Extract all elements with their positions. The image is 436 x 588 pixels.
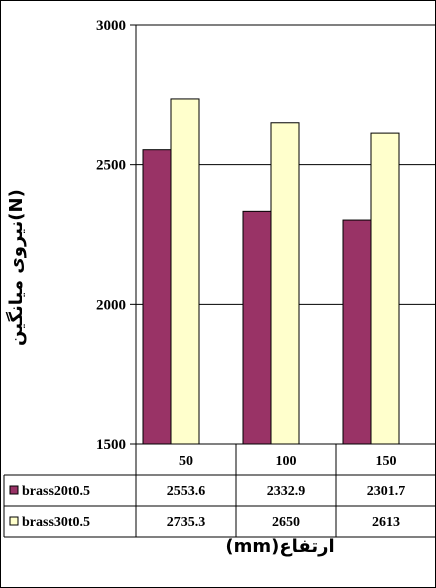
data-label: 2735.3 <box>167 515 206 530</box>
bar-brass20t0.5-50 <box>142 149 172 445</box>
category-label: 50 <box>179 454 193 469</box>
y-tick-label: 2000 <box>96 297 126 313</box>
data-label: 2301.7 <box>367 484 406 499</box>
bar-brass20t0.5-100 <box>242 210 272 445</box>
bar-brass30t0.5-100 <box>270 122 300 445</box>
y-tick-label: 2500 <box>96 158 126 174</box>
category-label: 150 <box>376 454 397 469</box>
legend-label-brass20t0.5: brass20t0.5 <box>22 484 90 499</box>
data-table: 50 100 150 brass20t0.5 2553.6 2332.9 2301.7 bra… <box>3 443 436 538</box>
bar-brass30t0.5-50 <box>170 98 200 445</box>
y-tick-label: 1500 <box>96 437 126 453</box>
data-label: 2650 <box>272 515 300 530</box>
axes: 3000 2500 2000 1500 <box>96 18 137 453</box>
data-label: 2553.6 <box>167 484 206 499</box>
legend-swatch-brass30t0.5 <box>9 516 19 526</box>
data-label: 2613 <box>372 515 400 530</box>
bars <box>142 98 400 445</box>
data-label: 2332.9 <box>267 484 306 499</box>
bar-brass20t0.5-150 <box>342 219 372 445</box>
y-axis-label: نیروی میانگین(N) <box>6 189 27 347</box>
bar-brass30t0.5-150 <box>370 132 400 445</box>
x-axis-label: ارتفاع(mm) <box>225 536 335 557</box>
y-tick-label: 3000 <box>96 18 126 34</box>
category-label: 100 <box>276 454 297 469</box>
legend-swatch-brass20t0.5 <box>9 485 19 495</box>
legend-label-brass30t0.5: brass30t0.5 <box>22 515 90 530</box>
